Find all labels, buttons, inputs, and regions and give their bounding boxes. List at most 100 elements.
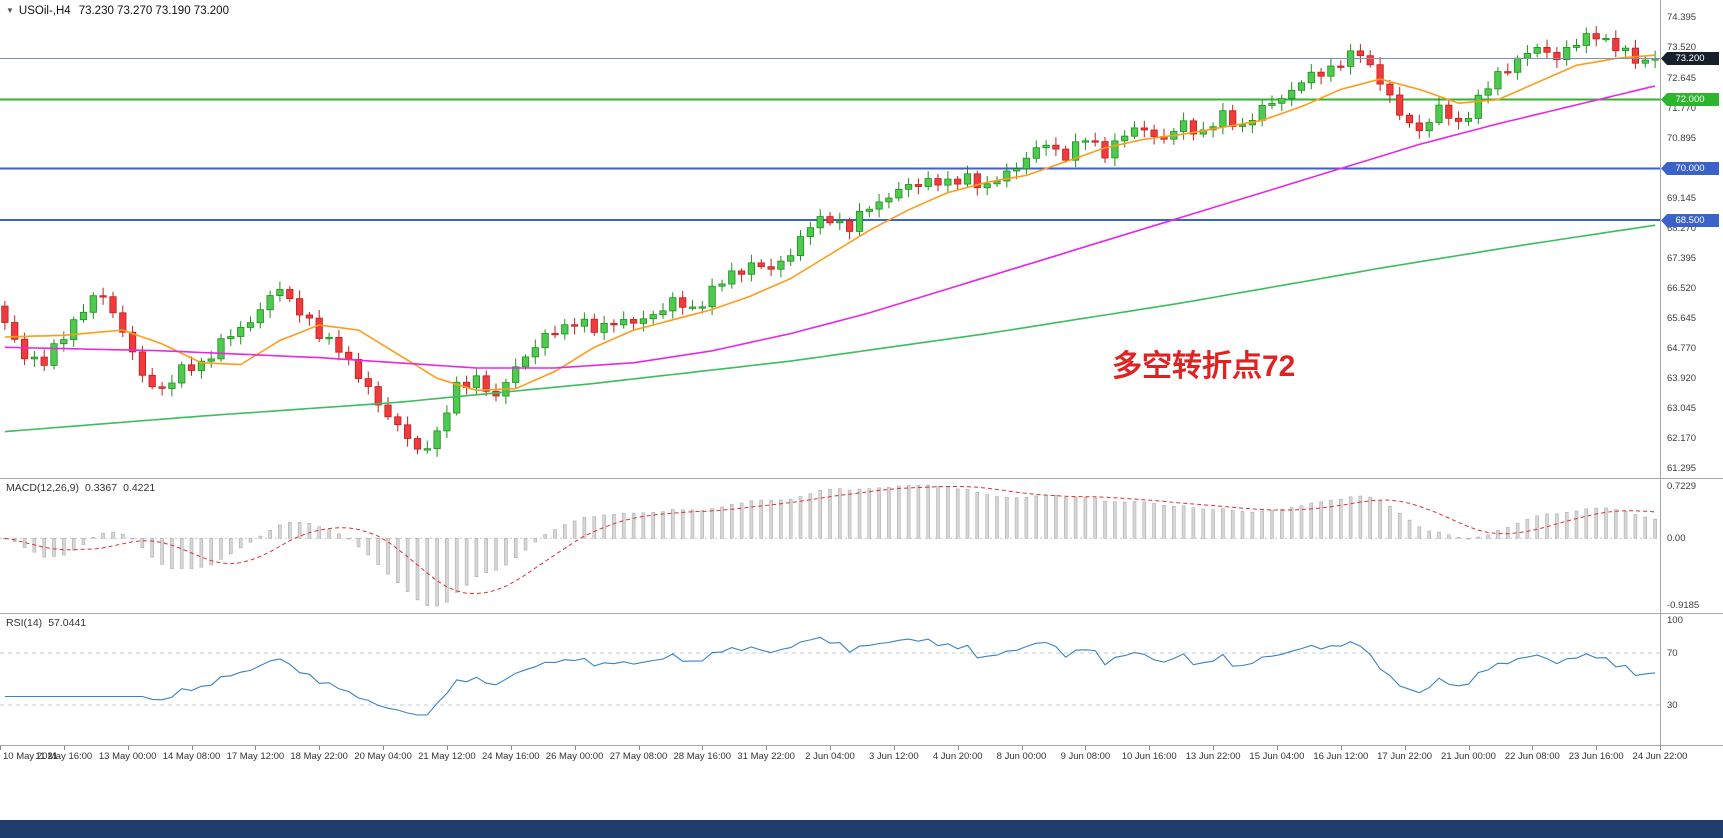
time-axis-tick bbox=[191, 746, 193, 750]
macd-histogram-bar bbox=[1211, 509, 1215, 539]
time-axis-label: 28 May 16:00 bbox=[673, 751, 732, 762]
candle-up bbox=[60, 339, 68, 345]
candle-down bbox=[1356, 50, 1364, 57]
candle-down bbox=[1415, 122, 1423, 132]
candle-up bbox=[747, 262, 756, 275]
time-axis[interactable]: 10 May 2021 11 May 16:00 13 May 00:00 14 Ma… bbox=[0, 746, 1723, 820]
candle-down bbox=[109, 296, 117, 314]
macd-histogram-bar bbox=[258, 535, 263, 539]
macd-histogram-bar bbox=[1397, 512, 1402, 539]
macd-axis-zero: 0.00 bbox=[1667, 533, 1686, 544]
macd-label: MACD(12,26,9) 0.3367 0.4221 bbox=[6, 482, 161, 494]
macd-panel-canvas[interactable] bbox=[0, 479, 1660, 612]
macd-histogram-bar bbox=[936, 485, 940, 539]
candle-down bbox=[403, 424, 412, 439]
candle-up bbox=[325, 336, 333, 340]
macd-histogram-bar bbox=[1653, 518, 1657, 539]
candle-up bbox=[1268, 102, 1276, 106]
macd-histogram-bar bbox=[1073, 496, 1078, 539]
macd-histogram-bar bbox=[877, 487, 881, 539]
macd-histogram-bar bbox=[396, 538, 400, 583]
macd-histogram-bar bbox=[1594, 507, 1598, 539]
macd-histogram-bar bbox=[769, 500, 773, 539]
macd-histogram-bar bbox=[946, 486, 950, 539]
candle-down bbox=[1396, 94, 1404, 116]
candle-up bbox=[1514, 57, 1522, 73]
rsi-panel-canvas[interactable] bbox=[0, 614, 1660, 744]
macd-histogram-bar bbox=[847, 489, 852, 539]
price-axis-divider bbox=[1660, 0, 1661, 745]
candle-up bbox=[561, 324, 569, 335]
macd-histogram-bar bbox=[474, 538, 479, 578]
macd-axis-max: 0.7229 bbox=[1667, 481, 1697, 492]
macd-histogram-bar bbox=[1034, 495, 1039, 539]
macd-histogram-bar bbox=[975, 492, 980, 539]
time-axis-tick bbox=[702, 746, 704, 750]
candle-up bbox=[521, 356, 530, 368]
time-axis-label: 10 May 2021 bbox=[3, 751, 58, 762]
candle-up bbox=[728, 270, 736, 285]
macd-histogram-bar bbox=[631, 512, 636, 539]
candle-up bbox=[649, 314, 657, 320]
time-axis-tick bbox=[830, 746, 831, 750]
candle-down bbox=[295, 298, 304, 316]
macd-histogram-bar bbox=[278, 524, 282, 539]
candle-up bbox=[885, 197, 893, 203]
macd-histogram-bar bbox=[425, 538, 430, 606]
macd-histogram-bar bbox=[464, 538, 469, 586]
candle-down bbox=[1317, 71, 1325, 77]
price-axis[interactable]: 74.395 73.520 72.645 71.770 70.895 69.145 68.2… bbox=[1661, 0, 1723, 745]
main-chart-canvas[interactable] bbox=[0, 0, 1660, 478]
macd-histogram-bar bbox=[1368, 496, 1372, 539]
candle-up bbox=[276, 289, 284, 296]
macd-histogram-bar bbox=[307, 522, 312, 539]
price-axis-label: 68.270 bbox=[1667, 223, 1697, 234]
macd-histogram-bar bbox=[1063, 497, 1068, 539]
macd-histogram-bar bbox=[1152, 503, 1156, 539]
macd-histogram-bar bbox=[1496, 530, 1500, 539]
price-badge-green-level: 72.000 bbox=[1661, 93, 1719, 106]
price-axis-label: 63.045 bbox=[1667, 403, 1697, 414]
candle-down bbox=[757, 262, 765, 268]
candle-up bbox=[433, 430, 441, 450]
candle-up bbox=[1425, 122, 1433, 132]
price-axis-label: 67.395 bbox=[1667, 253, 1697, 264]
macd-histogram-bar bbox=[1476, 536, 1481, 539]
macd-histogram-bar bbox=[1466, 538, 1471, 540]
price-axis-label: 74.395 bbox=[1667, 12, 1697, 23]
candle-up bbox=[1563, 47, 1571, 61]
candle-up bbox=[1003, 170, 1011, 182]
candle-down bbox=[1062, 148, 1070, 161]
macd-histogram-bar bbox=[1230, 509, 1235, 539]
candle-down bbox=[1101, 141, 1109, 159]
candle-up bbox=[237, 326, 245, 337]
panel-divider[interactable] bbox=[0, 613, 1723, 614]
panel-divider[interactable] bbox=[0, 478, 1723, 479]
rsi-line bbox=[4, 636, 1656, 716]
macd-histogram-bar bbox=[199, 538, 204, 568]
macd-histogram-bar bbox=[680, 509, 685, 539]
candle-down bbox=[374, 386, 382, 406]
candle-down bbox=[1553, 52, 1561, 61]
macd-histogram-bar bbox=[602, 514, 606, 539]
macd-histogram-bar bbox=[808, 493, 813, 539]
candle-down bbox=[610, 322, 618, 326]
chevron-down-icon[interactable]: ▼ bbox=[6, 6, 14, 15]
candle-up bbox=[1180, 120, 1188, 132]
macd-histogram-bar bbox=[327, 529, 331, 539]
rsi-axis-70: 70 bbox=[1667, 648, 1678, 659]
candle-down bbox=[630, 319, 638, 324]
time-axis-label: 13 Jun 22:00 bbox=[1185, 751, 1241, 762]
window-bottom-bar bbox=[0, 820, 1723, 838]
candle-down bbox=[384, 404, 392, 418]
candle-down bbox=[364, 378, 372, 387]
time-axis-tick bbox=[1340, 746, 1342, 750]
macd-histogram-bar bbox=[916, 485, 921, 539]
candle-down bbox=[1229, 110, 1237, 127]
macd-histogram-bar bbox=[553, 529, 557, 539]
time-axis-label: 22 Jun 08:00 bbox=[1504, 751, 1560, 762]
time-axis-label: 4 Jun 20:00 bbox=[932, 751, 983, 762]
macd-histogram-bar bbox=[1093, 497, 1097, 539]
time-axis-label: 8 Jun 00:00 bbox=[996, 751, 1047, 762]
macd-histogram-bar bbox=[739, 502, 744, 539]
